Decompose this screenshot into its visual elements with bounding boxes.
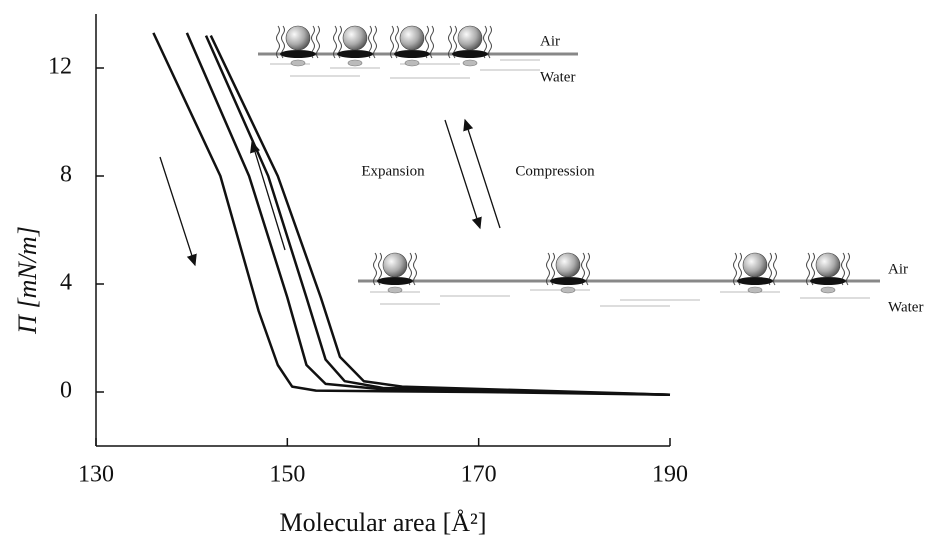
isotherm-line [185, 32, 671, 396]
monolayer-compressed [258, 25, 578, 79]
annotation: Water [540, 69, 575, 85]
annotation: Expansion [361, 163, 425, 179]
x-tick-label: 150 [269, 462, 305, 488]
arrows [159, 118, 501, 267]
isotherm-line [152, 32, 671, 396]
annotation: Air [540, 33, 560, 49]
y-tick-label: 8 [60, 162, 72, 188]
x-axis-label: Molecular area [Å²] [279, 508, 486, 537]
y-tick-label: 0 [60, 378, 72, 404]
isotherm-line [204, 35, 671, 396]
y-axis-label: Π [mN/m] [13, 226, 42, 335]
isotherm-line [209, 35, 671, 396]
y-tick-label: 4 [60, 270, 72, 296]
y-tick-label: 12 [48, 54, 72, 80]
monolayer-expanded [358, 252, 880, 307]
x-tick-label: 130 [78, 462, 114, 488]
annotation: Water [888, 299, 923, 315]
x-tick-label: 190 [652, 462, 688, 488]
annotation: Compression [515, 163, 595, 179]
x-tick-label: 170 [461, 462, 497, 488]
annotation: Air [888, 261, 908, 277]
